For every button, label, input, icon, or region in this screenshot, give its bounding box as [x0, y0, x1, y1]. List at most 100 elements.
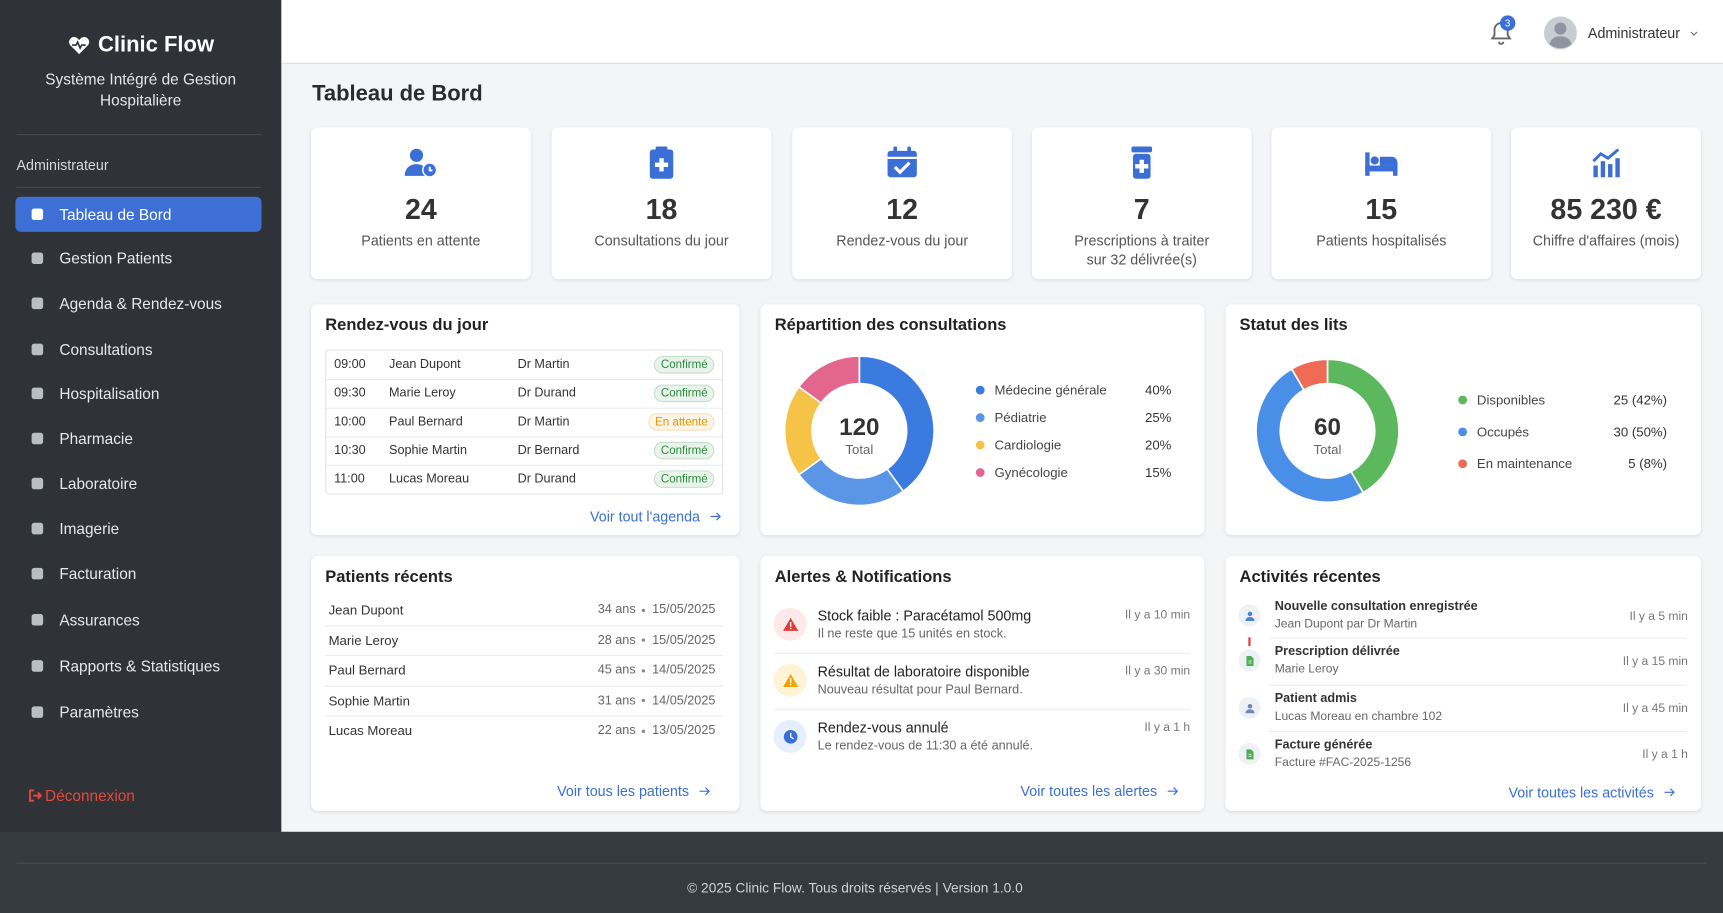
menu-item[interactable]: Hospitalisation: [15, 376, 261, 411]
logout[interactable]: Déconnexion: [27, 786, 135, 805]
menu-item[interactable]: Pharmacie: [15, 421, 261, 456]
alert-time: Il y a 30 min: [1124, 664, 1191, 679]
icon-part: [428, 166, 433, 172]
alert-text: Il ne reste que 15 unités en stock.: [817, 627, 1007, 641]
patient-age: 28 ans: [597, 633, 636, 647]
link-text[interactable]: Voir tout l'agenda: [590, 508, 700, 525]
icon-part: [710, 512, 721, 521]
link-text[interactable]: Voir toutes les alertes: [1020, 782, 1158, 800]
stat-icon: [404, 148, 438, 178]
logout-icon: [29, 789, 43, 802]
alert-time: Il y a 1 h: [1144, 720, 1191, 735]
timeline-mark: [1248, 637, 1251, 647]
icon-part: [893, 161, 911, 175]
icon-part: [31, 387, 44, 400]
menu-item[interactable]: Agenda & Rendez-vous: [15, 286, 261, 321]
icon-part: [1247, 611, 1252, 616]
patient-date: 15/05/2025: [652, 603, 716, 617]
menu-label[interactable]: Consultations: [59, 340, 153, 359]
patient-date: 13/05/2025: [652, 724, 716, 738]
donut-center-value: 60: [1314, 413, 1341, 441]
icon-part: [31, 208, 44, 221]
icon-part: [1549, 36, 1572, 49]
row-divider: [325, 654, 724, 657]
icon-part: [31, 660, 44, 672]
icon-part: [655, 146, 668, 153]
activity-time: Il y a 1 h: [1642, 748, 1688, 762]
menu-item[interactable]: Paramètres: [15, 695, 261, 730]
menu-label[interactable]: Paramètres: [59, 703, 139, 721]
stat-value: 18: [645, 192, 678, 226]
menu-item[interactable]: Consultations: [15, 332, 261, 367]
alert-text: Nouveau résultat pour Paul Bernard.: [817, 683, 1023, 697]
menu-item[interactable]: Rapports & Statistiques: [15, 648, 261, 683]
activity-text: Jean Dupont par Dr Martin: [1274, 617, 1418, 631]
legend-dot: [975, 440, 985, 450]
menu-label[interactable]: Hospitalisation: [59, 384, 160, 403]
patient-name: Marie Leroy: [328, 632, 399, 648]
legend-value: 30 (50%): [1613, 424, 1668, 440]
brand-icon: [69, 36, 90, 55]
menu-label[interactable]: Pharmacie: [59, 429, 133, 448]
icon-part: [699, 787, 710, 796]
card-link[interactable]: Voir tous les patients: [557, 783, 712, 799]
alert-glyph: [782, 673, 798, 687]
card-link[interactable]: Voir tout l'agenda: [590, 508, 723, 525]
icon-part: [654, 158, 669, 172]
menu-item[interactable]: Assurances: [15, 602, 261, 637]
legend-value: 15%: [1145, 464, 1172, 481]
stat-value: 24: [404, 192, 437, 226]
appointment-doctor: Dr Bernard: [517, 443, 580, 458]
link-arrow: [1664, 788, 1675, 797]
appointment-time: 11:00: [334, 472, 365, 486]
menu-item[interactable]: Laboratoire: [15, 466, 261, 501]
icon-part: [72, 40, 86, 51]
icon-part: [1607, 164, 1612, 178]
legend-label: Pédiatrie: [994, 409, 1047, 426]
appointment-time: 09:00: [334, 358, 366, 372]
appointment-doctor: Dr Martin: [517, 415, 570, 429]
menu-item[interactable]: Gestion Patients: [15, 241, 261, 276]
card-link[interactable]: Voir toutes les alertes: [1021, 783, 1181, 799]
alert-icon: [773, 663, 807, 697]
icon-part: [31, 252, 44, 265]
brand-name: Clinic Flow: [98, 32, 215, 57]
menu-label[interactable]: Laboratoire: [59, 474, 138, 493]
alert-title: Rendez-vous annulé: [817, 719, 949, 736]
legend-label: Disponibles: [1476, 392, 1546, 408]
menu-label[interactable]: Assurances: [59, 610, 140, 629]
stat-icon: [1591, 148, 1620, 178]
icon-part: [31, 522, 44, 535]
alert-title: Résultat de laboratoire disponible: [817, 663, 1030, 680]
notification-badge[interactable]: 3: [1499, 15, 1516, 31]
menu-label[interactable]: Gestion Patients: [59, 249, 173, 268]
activity-glyph: [1244, 703, 1254, 713]
icon-part: [1247, 660, 1251, 663]
menu-item[interactable]: Imagerie: [15, 511, 261, 546]
stat-icon: [1131, 146, 1153, 179]
link-text[interactable]: Voir tous les patients: [557, 782, 690, 800]
card-link[interactable]: Voir toutes les activités: [1508, 784, 1677, 801]
link-text[interactable]: Voir toutes les activités: [1508, 784, 1654, 801]
status-badge: Confirmé: [654, 356, 715, 374]
brand: Clinic Flow: [0, 31, 281, 60]
menu-label[interactable]: Rapports & Statistiques: [59, 657, 221, 675]
user-name[interactable]: Administrateur: [1587, 24, 1681, 42]
menu-item[interactable]: Tableau de Bord: [15, 196, 262, 232]
stat-sublabel: sur 32 délivrée(s): [1086, 251, 1197, 268]
stat-label: Prescriptions à traiter: [1074, 232, 1210, 249]
menu-item[interactable]: Facturation: [15, 556, 261, 591]
menu-label[interactable]: Facturation: [59, 564, 137, 583]
legend-label: Cardiologie: [994, 437, 1062, 453]
legend-value: 20%: [1145, 437, 1172, 453]
icon-part: [1690, 31, 1698, 36]
menu-label[interactable]: Agenda & Rendez-vous: [59, 294, 222, 313]
logout-label[interactable]: Déconnexion: [45, 786, 135, 805]
menu-label[interactable]: Tableau de Bord: [59, 205, 172, 224]
menu-label[interactable]: Imagerie: [59, 519, 120, 538]
donut-center-value: 120: [839, 413, 880, 441]
patient-date: 14/05/2025: [652, 693, 716, 708]
status-badge: Confirmé: [654, 384, 715, 403]
row-divider: [774, 652, 1191, 654]
icon-part: [1370, 156, 1379, 165]
